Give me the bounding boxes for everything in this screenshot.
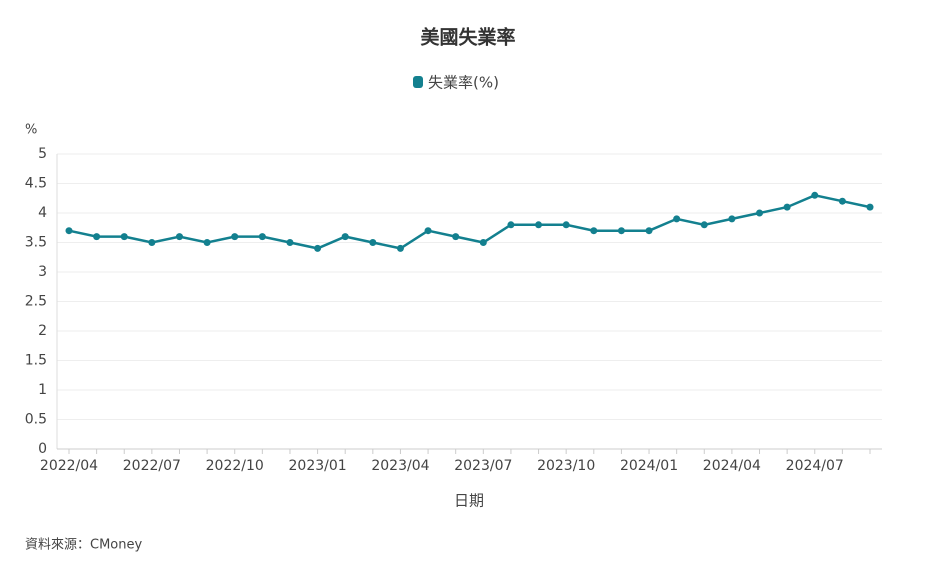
x-tick-label: 2024/04	[703, 458, 761, 474]
point	[673, 215, 681, 223]
point	[258, 233, 266, 241]
point	[396, 244, 404, 252]
point	[838, 197, 846, 205]
point	[728, 215, 736, 223]
point	[314, 244, 322, 252]
y-tick-label: 1	[38, 382, 47, 398]
point	[120, 233, 128, 241]
x-tick-label: 2024/07	[786, 458, 844, 474]
point	[617, 227, 625, 235]
point	[231, 233, 239, 241]
point	[452, 233, 460, 241]
point	[175, 233, 183, 241]
legend-swatch	[413, 76, 423, 88]
y-tick-label: 1.5	[25, 353, 47, 369]
y-tick-label: 3	[38, 264, 47, 280]
point	[756, 209, 764, 217]
point	[783, 203, 791, 211]
point	[811, 191, 819, 199]
point	[65, 227, 73, 235]
point	[341, 233, 349, 241]
point	[93, 233, 101, 241]
point	[700, 221, 708, 229]
y-tick-label: 4.5	[25, 176, 47, 192]
x-tick-label: 2023/01	[289, 458, 347, 474]
x-tick-label: 2023/04	[371, 458, 429, 474]
point	[535, 221, 543, 229]
point	[424, 227, 432, 235]
point	[562, 221, 570, 229]
chart-title: 美國失業率	[420, 26, 515, 49]
source: 資料來源：CMoney	[25, 538, 142, 553]
y-tick-label: 2.5	[25, 294, 47, 310]
point	[590, 227, 598, 235]
y-unit: %	[25, 123, 37, 138]
x-tick-label: 2022/07	[123, 458, 181, 474]
x-tick-label: 2023/07	[454, 458, 512, 474]
point	[479, 239, 487, 246]
y-tick-label: 4	[38, 205, 47, 221]
point	[507, 221, 515, 229]
x-tick-label: 2022/04	[40, 458, 98, 474]
point	[203, 239, 211, 246]
point	[866, 203, 874, 211]
x-tick-label: 2023/10	[537, 458, 595, 474]
y-tick-label: 5	[38, 146, 47, 162]
x-tick-label: 2022/10	[206, 458, 264, 474]
y-tick-label: 0.5	[25, 412, 47, 428]
point	[286, 239, 294, 246]
y-tick-label: 3.5	[25, 235, 47, 251]
y-tick-label: 2	[38, 323, 47, 339]
point	[148, 239, 156, 246]
point	[369, 239, 377, 246]
x-axis-title: 日期	[454, 492, 484, 510]
point	[645, 227, 653, 235]
y-tick-label: 0	[38, 441, 47, 457]
line	[68, 193, 871, 250]
x-tick-label: 2024/01	[620, 458, 678, 474]
legend-label: 失業率(%)	[428, 74, 499, 92]
